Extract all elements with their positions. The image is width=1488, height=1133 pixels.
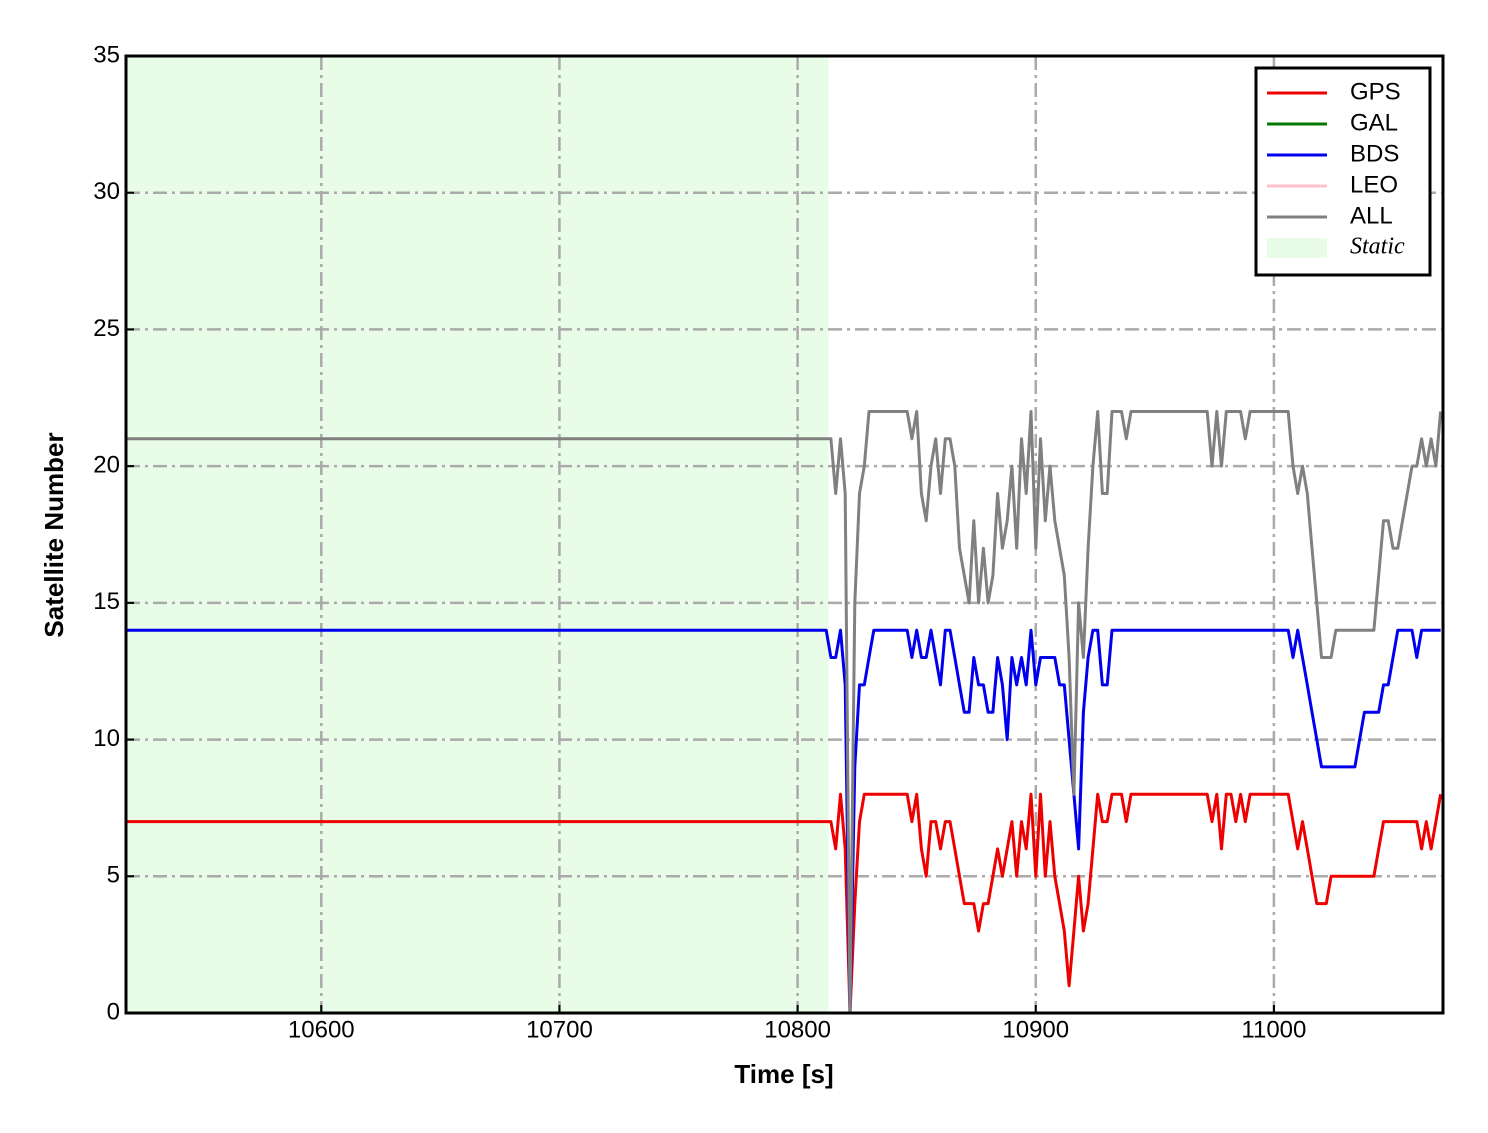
series-line [126,410,1443,1015]
y-axis-label: Satellite Number [39,432,69,637]
y-tick-label: 30 [93,178,120,205]
x-tick-label: 10600 [288,1016,355,1043]
y-tick-label: 15 [93,588,120,615]
static-span [126,56,829,1013]
y-tick-label: 25 [93,315,120,342]
y-tick-label: 35 [93,41,120,68]
y-tick-label: 5 [107,862,120,889]
legend-patch [1267,238,1327,258]
series-line [126,628,1441,1015]
legend-label: LEO [1350,171,1398,198]
legend-label: GPS [1350,78,1401,105]
legend-label: BDS [1350,140,1399,167]
y-tick-label: 10 [93,725,120,752]
y-tick-label: 20 [93,451,120,478]
legend-label: GAL [1350,109,1398,136]
legend-label: Static [1350,234,1405,260]
x-tick-label: 10700 [526,1016,593,1043]
x-tick-label: 11000 [1241,1016,1306,1043]
x-axis-label: Time [s] [734,1059,833,1089]
y-tick-label: 0 [107,998,120,1025]
x-tick-label: 10900 [1002,1016,1069,1043]
x-tick-label: 10800 [764,1016,831,1043]
plot-frame [124,54,1445,1015]
legend-label: ALL [1350,202,1393,229]
series-line [126,792,1443,1015]
